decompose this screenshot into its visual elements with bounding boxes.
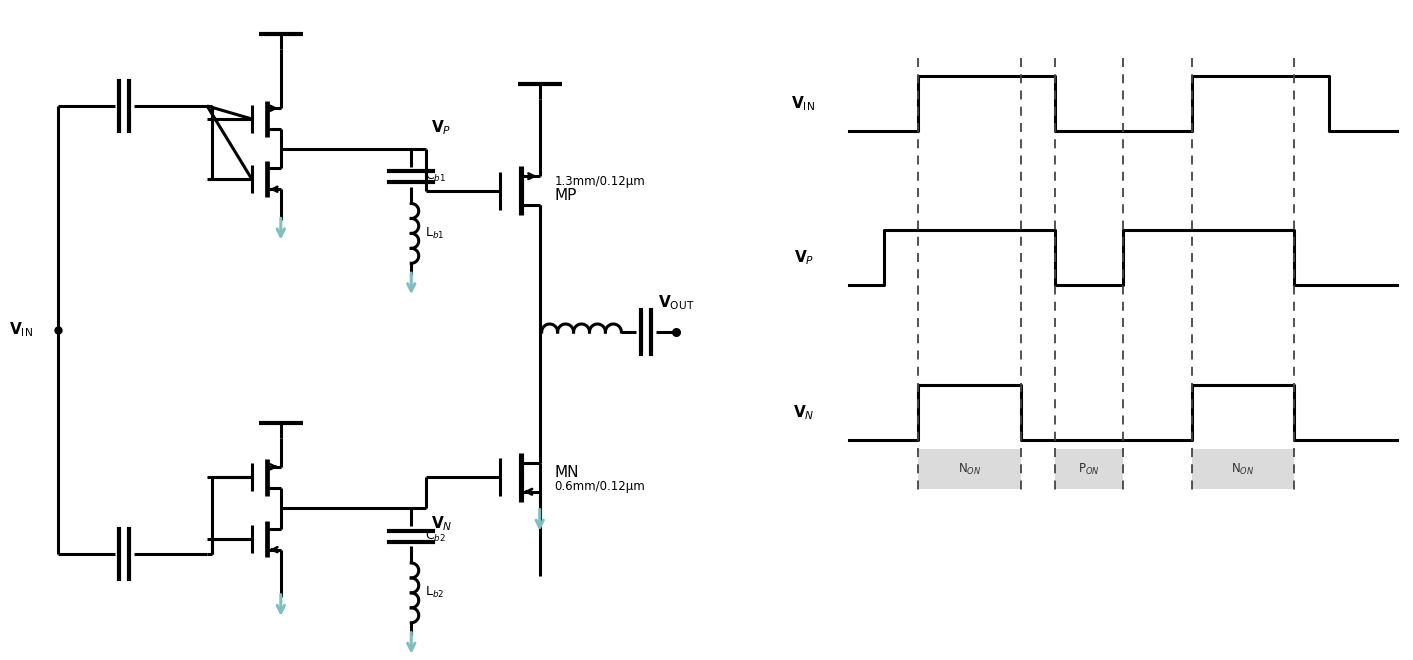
Text: V$_N$: V$_N$ [431,514,452,533]
Text: 0.6mm/0.12μm: 0.6mm/0.12μm [555,480,646,493]
Text: V$_{\rm OUT}$: V$_{\rm OUT}$ [658,294,694,312]
Text: MN: MN [555,465,579,480]
Text: N$_{ON}$: N$_{ON}$ [958,462,981,477]
Text: V$_P$: V$_P$ [794,248,814,267]
Bar [1054,449,1123,489]
Text: N$_{ON}$: N$_{ON}$ [1231,462,1255,477]
Bar [918,449,1020,489]
Text: C$_{b2}$: C$_{b2}$ [425,529,447,544]
Text: L$_{b1}$: L$_{b1}$ [425,226,445,241]
Text: V$_{\rm IN}$: V$_{\rm IN}$ [790,94,814,113]
Text: C$_{b1}$: C$_{b1}$ [425,169,447,184]
Text: V$_P$: V$_P$ [431,118,452,137]
Text: V$_N$: V$_N$ [793,403,814,422]
Text: V$_{\rm IN}$: V$_{\rm IN}$ [8,321,32,339]
Text: MP: MP [555,188,577,203]
Text: 1.3mm/0.12μm: 1.3mm/0.12μm [555,175,646,187]
Text: L$_{b2}$: L$_{b2}$ [425,585,445,601]
Bar [1191,449,1294,489]
Text: P$_{ON}$: P$_{ON}$ [1078,462,1099,477]
